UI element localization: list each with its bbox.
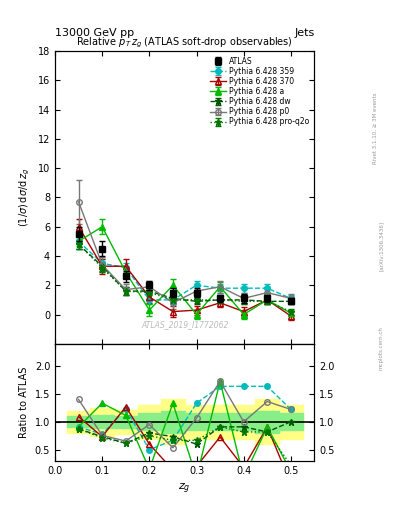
Text: [arXiv:1306.3436]: [arXiv:1306.3436] [379,221,384,271]
Text: ATLAS_2019_I1772062: ATLAS_2019_I1772062 [141,320,228,329]
Y-axis label: $(1/\sigma)\,\mathrm{d}\sigma/\mathrm{d}\,z_g$: $(1/\sigma)\,\mathrm{d}\sigma/\mathrm{d}… [18,168,32,227]
Legend: ATLAS, Pythia 6.428 359, Pythia 6.428 370, Pythia 6.428 a, Pythia 6.428 dw, Pyth: ATLAS, Pythia 6.428 359, Pythia 6.428 37… [209,55,310,128]
Text: mcplots.cern.ch: mcplots.cern.ch [379,326,384,370]
Title: Relative $p_T\,z_g$ (ATLAS soft-drop observables): Relative $p_T\,z_g$ (ATLAS soft-drop obs… [76,36,293,51]
Text: Jets: Jets [294,28,314,38]
X-axis label: $z_g$: $z_g$ [178,481,191,496]
Text: Rivet 3.1.10, ≥ 3M events: Rivet 3.1.10, ≥ 3M events [373,92,378,164]
Text: 13000 GeV pp: 13000 GeV pp [55,28,134,38]
Y-axis label: Ratio to ATLAS: Ratio to ATLAS [19,367,29,438]
